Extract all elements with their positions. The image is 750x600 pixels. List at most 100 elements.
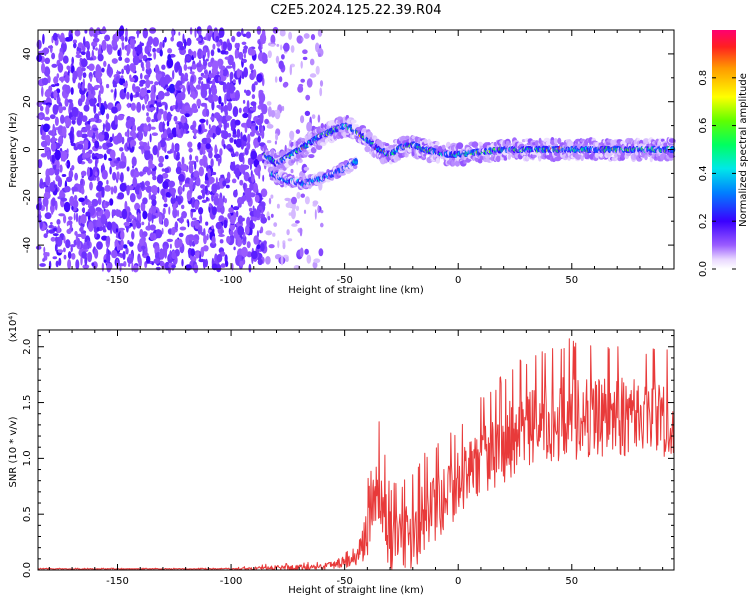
noise-blob	[37, 159, 43, 169]
noise-blob	[180, 116, 186, 124]
noise-blob	[223, 143, 226, 150]
noise-blob	[136, 29, 139, 39]
noise-blob	[98, 145, 102, 150]
noise-blob	[234, 119, 241, 126]
noise-blob	[255, 125, 259, 131]
noise-blob	[148, 163, 156, 169]
noise-blob	[35, 245, 42, 250]
noise-blob	[63, 214, 67, 224]
noise-blob	[41, 86, 44, 97]
noise-blob	[136, 44, 143, 55]
noise-blob	[161, 168, 165, 172]
noise-blob	[276, 43, 280, 47]
noise-blob	[190, 84, 195, 92]
noise-blob	[289, 130, 295, 140]
noise-blob	[295, 129, 301, 135]
noise-blob	[236, 237, 243, 247]
noise-blob	[208, 87, 212, 96]
colorbar: 0.00.20.40.60.8 Normalized spectral ampl…	[698, 30, 749, 277]
noise-blob	[212, 43, 216, 50]
noise-blob	[167, 150, 173, 154]
noise-blob	[257, 258, 263, 266]
noise-blob	[64, 185, 71, 193]
noise-blob	[126, 91, 130, 100]
noise-blob	[57, 177, 63, 188]
noise-blob	[159, 248, 165, 260]
noise-blob	[71, 106, 79, 118]
noise-blob	[149, 133, 152, 143]
noise-blob	[296, 35, 304, 44]
noise-blob	[208, 176, 215, 184]
noise-blob	[147, 212, 152, 222]
noise-blob	[270, 110, 276, 118]
noise-blob	[139, 212, 141, 224]
noise-blob	[44, 57, 51, 64]
y-tick-label: 2.0	[22, 339, 33, 355]
noise-blob	[189, 27, 193, 35]
noise-blob	[219, 65, 226, 71]
noise-blob	[179, 109, 187, 115]
noise-blob	[77, 237, 81, 248]
noise-blob	[270, 34, 276, 45]
noise-blob	[140, 61, 144, 69]
signal-halo	[270, 148, 275, 156]
noise-blob	[168, 83, 176, 94]
noise-blob	[291, 223, 298, 227]
noise-blob	[96, 176, 100, 182]
noise-blob	[68, 216, 73, 221]
noise-blob	[88, 221, 94, 232]
noise-blob	[111, 58, 118, 64]
noise-blob	[238, 152, 244, 163]
noise-blob	[45, 174, 51, 186]
noise-blob	[150, 185, 158, 194]
noise-blob	[306, 254, 312, 264]
noise-blob	[137, 212, 140, 221]
noise-blob	[58, 105, 63, 114]
noise-blob	[118, 244, 124, 251]
noise-blob	[317, 114, 321, 123]
noise-blob	[190, 248, 195, 257]
noise-blob	[224, 198, 228, 204]
noise-blob	[95, 47, 98, 51]
noise-blob	[139, 187, 142, 198]
noise-blob	[145, 68, 152, 75]
noise-blob	[246, 216, 251, 227]
noise-blob	[226, 122, 230, 128]
noise-blob	[210, 158, 214, 168]
noise-blob	[114, 88, 117, 99]
noise-blob	[212, 132, 215, 140]
noise-blob	[145, 60, 151, 70]
noise-blob	[196, 63, 202, 68]
noise-blob	[181, 204, 185, 210]
noise-blob	[226, 235, 231, 244]
noise-blob	[164, 167, 170, 174]
noise-blob	[38, 39, 42, 49]
noise-blob	[138, 257, 142, 268]
noise-blob	[177, 238, 183, 248]
noise-blob	[117, 192, 125, 200]
noise-blob	[146, 112, 149, 117]
noise-blob	[214, 144, 218, 155]
noise-blob	[273, 222, 278, 228]
noise-blob	[149, 80, 154, 85]
noise-blob	[118, 56, 123, 61]
noise-blob	[278, 76, 283, 83]
noise-blob	[166, 120, 170, 127]
noise-blob	[205, 221, 209, 226]
noise-blob	[198, 166, 204, 177]
noise-blob	[219, 239, 224, 244]
noise-blob	[201, 199, 207, 203]
noise-blob	[231, 97, 237, 101]
noise-blob	[158, 155, 165, 164]
noise-blob	[272, 232, 276, 237]
noise-blob	[151, 215, 157, 219]
noise-blob	[220, 263, 226, 268]
noise-blob	[129, 193, 136, 203]
noise-blob	[52, 104, 59, 115]
noise-blob	[132, 177, 138, 188]
noise-blob	[161, 101, 167, 106]
noise-blob	[199, 214, 203, 224]
noise-blob	[88, 149, 93, 155]
chart-title: C2E5.2024.125.22.39.R04	[270, 3, 441, 18]
noise-blob	[101, 169, 108, 180]
